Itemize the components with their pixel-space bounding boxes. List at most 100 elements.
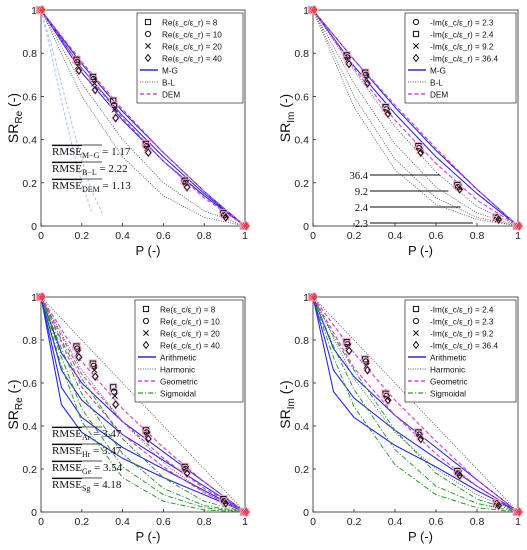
curve-dem bbox=[40, 296, 246, 513]
legend-marker-circle bbox=[412, 18, 420, 26]
legend-marker-square bbox=[142, 305, 150, 313]
data-point-halo bbox=[344, 58, 354, 70]
legend-label: Re(ε_c/ε_r) = 20 bbox=[162, 43, 222, 52]
model-curves bbox=[40, 296, 246, 513]
y-tick-label: 0.4 bbox=[22, 135, 37, 147]
legend-marker-x bbox=[143, 330, 149, 336]
data-point-diamond bbox=[364, 79, 371, 88]
legend-label: Arithmetic bbox=[430, 354, 466, 363]
data-point-halo bbox=[416, 433, 426, 445]
legend-label: Harmonic bbox=[430, 366, 465, 375]
y-tick-label: 0.4 bbox=[294, 421, 309, 433]
data-point-halo bbox=[182, 468, 192, 479]
rmse-metric: RMSE bbox=[52, 146, 82, 158]
y-tick-label: 1 bbox=[31, 5, 37, 17]
legend-label: -Im(ε_c/ε_r) = 9.2 bbox=[430, 330, 494, 339]
curve-sig bbox=[40, 296, 246, 513]
rmse-subscript: Sg bbox=[82, 484, 90, 493]
curve-mg bbox=[40, 9, 246, 227]
measured-points bbox=[307, 291, 524, 518]
legend-label: Geometric bbox=[430, 378, 468, 387]
legend-label: -Im(ε_c/ε_r) = 2.3 bbox=[430, 19, 494, 28]
rmse-subscript: Ge bbox=[82, 467, 92, 476]
y-axis-label-main: SR bbox=[5, 410, 21, 429]
x-tick-label: 1 bbox=[515, 230, 521, 242]
x-tick-label: 0.2 bbox=[347, 230, 362, 242]
data-point-diamond bbox=[112, 113, 119, 123]
x-axis-label: P (-) bbox=[408, 529, 433, 544]
curve-bl bbox=[40, 9, 246, 227]
x-tick-label: 0.8 bbox=[197, 230, 212, 242]
y-tick-label: 0.8 bbox=[22, 48, 37, 60]
y-tick-label: 0 bbox=[303, 507, 309, 519]
legend: Re(ε_c/ε_r) = 8 Re(ε_c/ε_r) = 10 Re(ε_c/ε_… bbox=[134, 299, 244, 403]
rmse-subscript: DEM bbox=[82, 185, 100, 194]
data-point-halo bbox=[416, 147, 426, 158]
curve-level-label: 9.2 bbox=[355, 187, 368, 198]
x-tick-label: 0.8 bbox=[197, 516, 212, 528]
y-axis-label-main: SR bbox=[277, 123, 293, 142]
data-point-halo bbox=[309, 291, 319, 303]
y-axis-label-sub: Im bbox=[286, 398, 297, 409]
data-point-halo bbox=[90, 84, 100, 96]
legend-label: M-G bbox=[162, 67, 178, 76]
data-point-diamond bbox=[495, 215, 502, 224]
data-point-diamond bbox=[384, 395, 392, 405]
rmse-metric: RMSE bbox=[52, 445, 82, 457]
x-tick-label: 0 bbox=[310, 230, 316, 242]
legend-label: B-L bbox=[162, 79, 175, 88]
data-point-diamond bbox=[112, 400, 119, 409]
x-tick-label: 1 bbox=[515, 516, 521, 528]
data-point-diamond bbox=[384, 109, 392, 118]
data-point-diamond bbox=[495, 501, 502, 510]
curve-mg bbox=[40, 296, 246, 513]
curve-mg bbox=[312, 9, 519, 227]
rmse-value: = 2.22 bbox=[97, 163, 128, 175]
y-tick-label: 0.2 bbox=[22, 464, 37, 476]
rmse-value: = 1.17 bbox=[99, 146, 130, 158]
legend-label: DEM bbox=[162, 91, 180, 100]
x-tick-label: 0.2 bbox=[74, 230, 89, 242]
curve-bl bbox=[312, 296, 519, 513]
data-point-x bbox=[91, 367, 98, 374]
curve-sig bbox=[312, 296, 519, 513]
x-tick-label: 0 bbox=[38, 230, 44, 242]
y-axis-label: SRIm (-) bbox=[277, 380, 297, 428]
legend-marker-diamond bbox=[412, 340, 420, 350]
data-point-halo bbox=[111, 399, 120, 410]
legend-label: Re(ε_c/ε_r) = 10 bbox=[160, 318, 220, 327]
data-point-diamond bbox=[242, 507, 250, 517]
data-point-diamond bbox=[456, 185, 463, 194]
curve-bl bbox=[312, 9, 519, 227]
x-tick-label: 1 bbox=[242, 230, 248, 242]
data-point-circle bbox=[74, 58, 81, 65]
y-axis-label-main: SR bbox=[5, 124, 21, 143]
rmse-subscript: B−L bbox=[82, 168, 97, 177]
legend-marker-circle bbox=[144, 30, 152, 38]
data-point-diamond bbox=[38, 5, 46, 15]
data-point-halo bbox=[111, 112, 120, 124]
data-point-halo bbox=[383, 108, 393, 119]
measured-points bbox=[35, 4, 251, 232]
rmse-value: = 4.18 bbox=[90, 479, 121, 491]
x-tick-label: 0.2 bbox=[74, 516, 89, 528]
x-tick-label: 0.2 bbox=[347, 516, 362, 528]
data-point-diamond bbox=[183, 182, 191, 192]
curve-sig bbox=[40, 296, 246, 513]
rmse-subscript: Hr bbox=[82, 450, 91, 459]
legend-label: Re(ε_c/ε_r) = 10 bbox=[162, 31, 222, 40]
data-point-halo bbox=[241, 220, 251, 232]
y-tick-label: 0.8 bbox=[294, 48, 309, 60]
data-point-diamond bbox=[183, 469, 191, 478]
legend-label: -Im(ε_c/ε_r) = 36.4 bbox=[430, 342, 498, 351]
data-point-diamond bbox=[75, 66, 83, 75]
data-point-halo bbox=[494, 500, 503, 511]
legend-marker-square bbox=[144, 18, 152, 26]
legend-marker-diamond bbox=[144, 53, 152, 63]
x-tick-label: 0.8 bbox=[470, 516, 485, 528]
rmse-metric: RMSE bbox=[52, 163, 82, 175]
y-axis-label-unit: (-) bbox=[5, 379, 21, 397]
curve-level-labels: 36.4 9.2 2.4 2.3 bbox=[350, 171, 473, 230]
data-point-halo bbox=[74, 65, 84, 76]
